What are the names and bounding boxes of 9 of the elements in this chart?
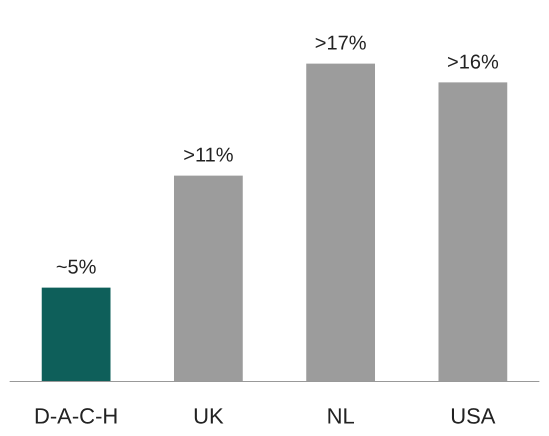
data-label: ~5% xyxy=(56,256,97,279)
x-tick-label: USA xyxy=(450,404,496,428)
data-label: >11% xyxy=(183,144,234,167)
x-tick-label: D-A-C-H xyxy=(34,404,118,428)
data-label: >16% xyxy=(447,51,499,74)
data-label: >17% xyxy=(314,32,367,55)
x-tick-label: NL xyxy=(326,404,355,428)
bar xyxy=(42,288,111,381)
x-tick-label: UK xyxy=(193,404,224,428)
